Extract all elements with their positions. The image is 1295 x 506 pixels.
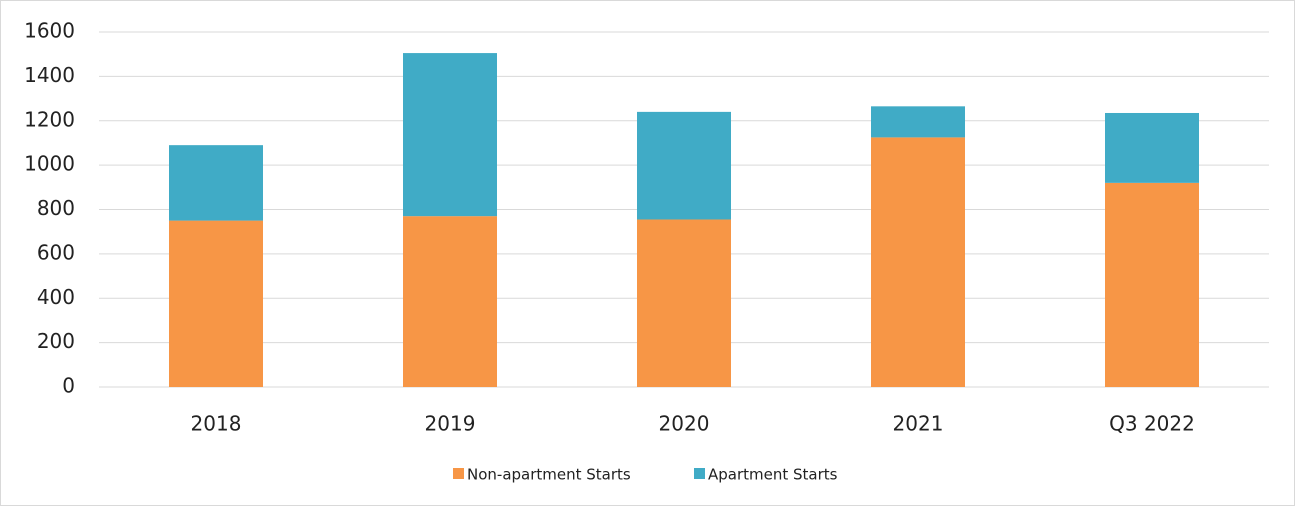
bar-segment [637, 219, 731, 387]
bar-segment [871, 106, 965, 138]
y-tick-label: 0 [62, 374, 75, 398]
y-tick-label: 1200 [24, 107, 75, 131]
bar-segment [871, 137, 965, 387]
bar-segment [403, 216, 497, 387]
y-tick-label: 400 [37, 285, 75, 309]
x-tick-label: Q3 2022 [1109, 412, 1195, 436]
legend-text: Non-apartment Starts [467, 466, 631, 484]
x-tick-label: 2019 [425, 412, 476, 436]
y-tick-label: 600 [37, 240, 75, 264]
y-tick-label: 200 [37, 329, 75, 353]
bar-segment [1105, 112, 1199, 183]
y-tick-label: 1400 [24, 63, 75, 87]
legend-swatch [453, 468, 464, 479]
legend-text: Apartment Starts [708, 466, 838, 484]
bar-segment [637, 111, 731, 220]
x-tick-label: 2020 [659, 412, 710, 436]
bar-segment [1105, 182, 1199, 387]
y-tick-label: 800 [37, 196, 75, 220]
bar-segment [169, 220, 263, 387]
y-tick-label: 1000 [24, 152, 75, 176]
y-tick-label: 1600 [24, 19, 75, 43]
bar-segment [169, 145, 263, 221]
legend-swatch [694, 468, 705, 479]
x-tick-label: 2018 [191, 412, 242, 436]
bar-segment [403, 53, 497, 217]
x-tick-label: 2021 [893, 412, 944, 436]
